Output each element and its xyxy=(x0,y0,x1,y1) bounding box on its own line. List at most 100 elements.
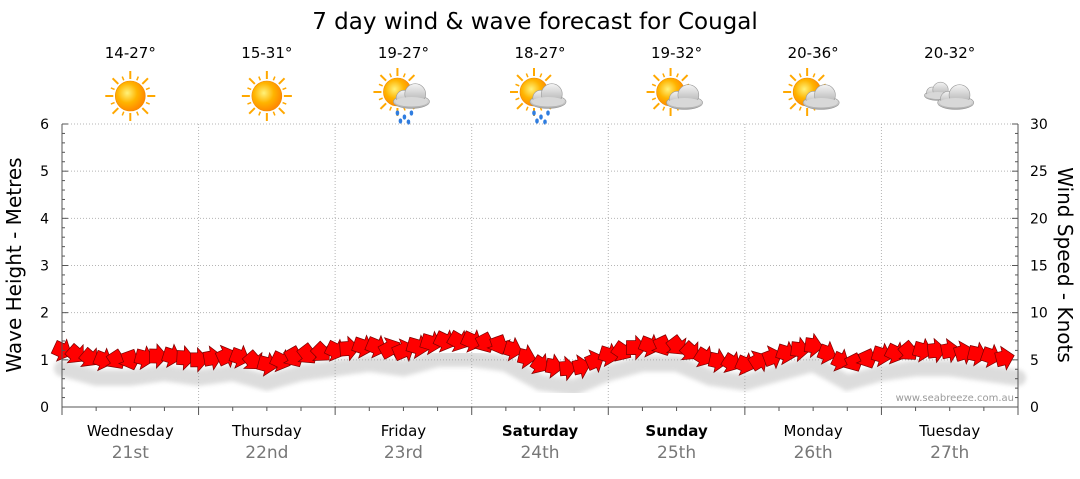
sun-icon xyxy=(241,71,292,121)
sun-disc xyxy=(251,80,283,112)
sun-cloud-icon xyxy=(783,68,840,116)
sun-ray xyxy=(798,106,802,111)
wind-arrow xyxy=(432,329,455,353)
sun-cloud-rain-icon xyxy=(510,68,567,125)
wind-arrow xyxy=(803,332,824,359)
cloud-icon xyxy=(924,81,975,110)
wind-arrow xyxy=(78,346,98,367)
y-tick-label-left: 2 xyxy=(40,306,49,322)
wind-arrow xyxy=(516,344,537,370)
wind-arrow xyxy=(190,346,210,373)
sun-ray xyxy=(539,73,543,78)
y-tick-label-left: 4 xyxy=(40,211,49,227)
sun-ray xyxy=(141,107,149,115)
sun-ray xyxy=(525,106,529,111)
day-temperature: 18-27° xyxy=(514,44,565,62)
wind-arrow-shape xyxy=(803,332,824,359)
wind-arrow xyxy=(176,344,196,371)
y-tick-label-left: 1 xyxy=(40,353,49,369)
day-name: Monday xyxy=(784,422,843,440)
wind-arrow-shape xyxy=(228,344,250,369)
sun-ray xyxy=(110,87,115,91)
sun-ray xyxy=(516,102,524,110)
sun-ray xyxy=(111,77,119,85)
wind-arrow xyxy=(940,337,960,364)
sun-ray xyxy=(812,73,816,78)
sun-ray xyxy=(681,74,689,82)
y-tick-label-right: 25 xyxy=(1030,164,1048,180)
wind-arrow xyxy=(830,348,850,372)
axes: 0 1 2 3 4 5 6 0 5 10 15 20 25 30 xyxy=(40,117,1048,416)
wind-arrow-shape xyxy=(940,337,960,364)
raindrop xyxy=(402,114,407,120)
wind-arrow-shape xyxy=(446,329,469,353)
sun-ray xyxy=(789,74,797,82)
day-temperature: 20-32° xyxy=(924,44,975,62)
wind-arrow-shape xyxy=(202,345,223,371)
sun-ray xyxy=(798,73,802,78)
day-temperature: 20-36° xyxy=(788,44,839,62)
weather-icons-row xyxy=(105,68,975,125)
raindrop xyxy=(532,110,536,116)
sun-ray xyxy=(662,73,666,78)
wind-arrow xyxy=(202,345,223,371)
sun-ray xyxy=(121,111,125,116)
sun-ray xyxy=(515,83,520,87)
y-tick-label-left: 5 xyxy=(40,164,49,180)
wind-arrow-shape xyxy=(558,355,578,382)
wind-arrow xyxy=(309,340,331,362)
cloud-fill xyxy=(668,98,701,108)
wind-arrow xyxy=(994,345,1015,371)
wind-arrow-shape xyxy=(529,352,549,375)
wind-arrow-shape xyxy=(148,343,169,369)
raindrop xyxy=(546,110,550,116)
wind-arrow xyxy=(571,354,591,380)
sun-ray xyxy=(111,107,119,115)
day-name: Friday xyxy=(381,422,427,440)
wind-arrow xyxy=(459,329,483,353)
sun-ray xyxy=(258,76,262,81)
temperature-row: 14-27° 15-31° 19-27° 18-27° 19-32° 20-36° 20-3… xyxy=(105,44,976,62)
sun-ray xyxy=(402,73,406,78)
y-tick-label-left: 0 xyxy=(40,400,49,416)
wind-arrow-shape xyxy=(351,334,374,359)
grid xyxy=(62,123,1018,407)
wind-arrow-shape xyxy=(707,347,728,374)
wind-arrow xyxy=(979,343,1002,369)
wind-arrows xyxy=(50,329,1015,382)
day-date: 24th xyxy=(520,443,559,463)
day-name: Thursday xyxy=(231,422,302,440)
wind-arrow-shape xyxy=(678,339,699,361)
wind-arrow-shape xyxy=(979,343,1002,369)
cloud-fill xyxy=(939,98,972,108)
wind-arrow xyxy=(816,340,837,365)
wind-arrow xyxy=(228,344,250,369)
wind-arrow-shape xyxy=(241,349,263,370)
wind-arrow xyxy=(133,345,155,371)
sun-ray xyxy=(278,107,286,115)
arrow-shadow xyxy=(54,351,1026,396)
wind-arrow-shape xyxy=(78,346,98,367)
wind-arrow xyxy=(544,353,564,379)
day-date: 26th xyxy=(794,443,833,463)
sun-ray xyxy=(272,76,276,81)
sun-cloud-rain-icon xyxy=(373,68,430,125)
sun-disc xyxy=(114,80,146,112)
sun-ray xyxy=(272,111,276,116)
sun-ray xyxy=(788,97,793,101)
cloud-fill xyxy=(395,97,428,107)
sun-ray xyxy=(247,101,252,105)
sun-ray xyxy=(817,74,825,82)
sun-ray xyxy=(515,97,520,101)
raindrop xyxy=(535,118,539,124)
wind-arrow-shape xyxy=(459,329,483,353)
sun-ray xyxy=(544,74,552,82)
wind-arrow xyxy=(626,334,648,361)
wind-arrow xyxy=(707,347,728,374)
sun-cloud-icon xyxy=(646,68,703,116)
wind-arrow xyxy=(692,345,713,368)
wind-arrow-shape xyxy=(692,345,713,368)
sun-ray xyxy=(258,111,262,116)
